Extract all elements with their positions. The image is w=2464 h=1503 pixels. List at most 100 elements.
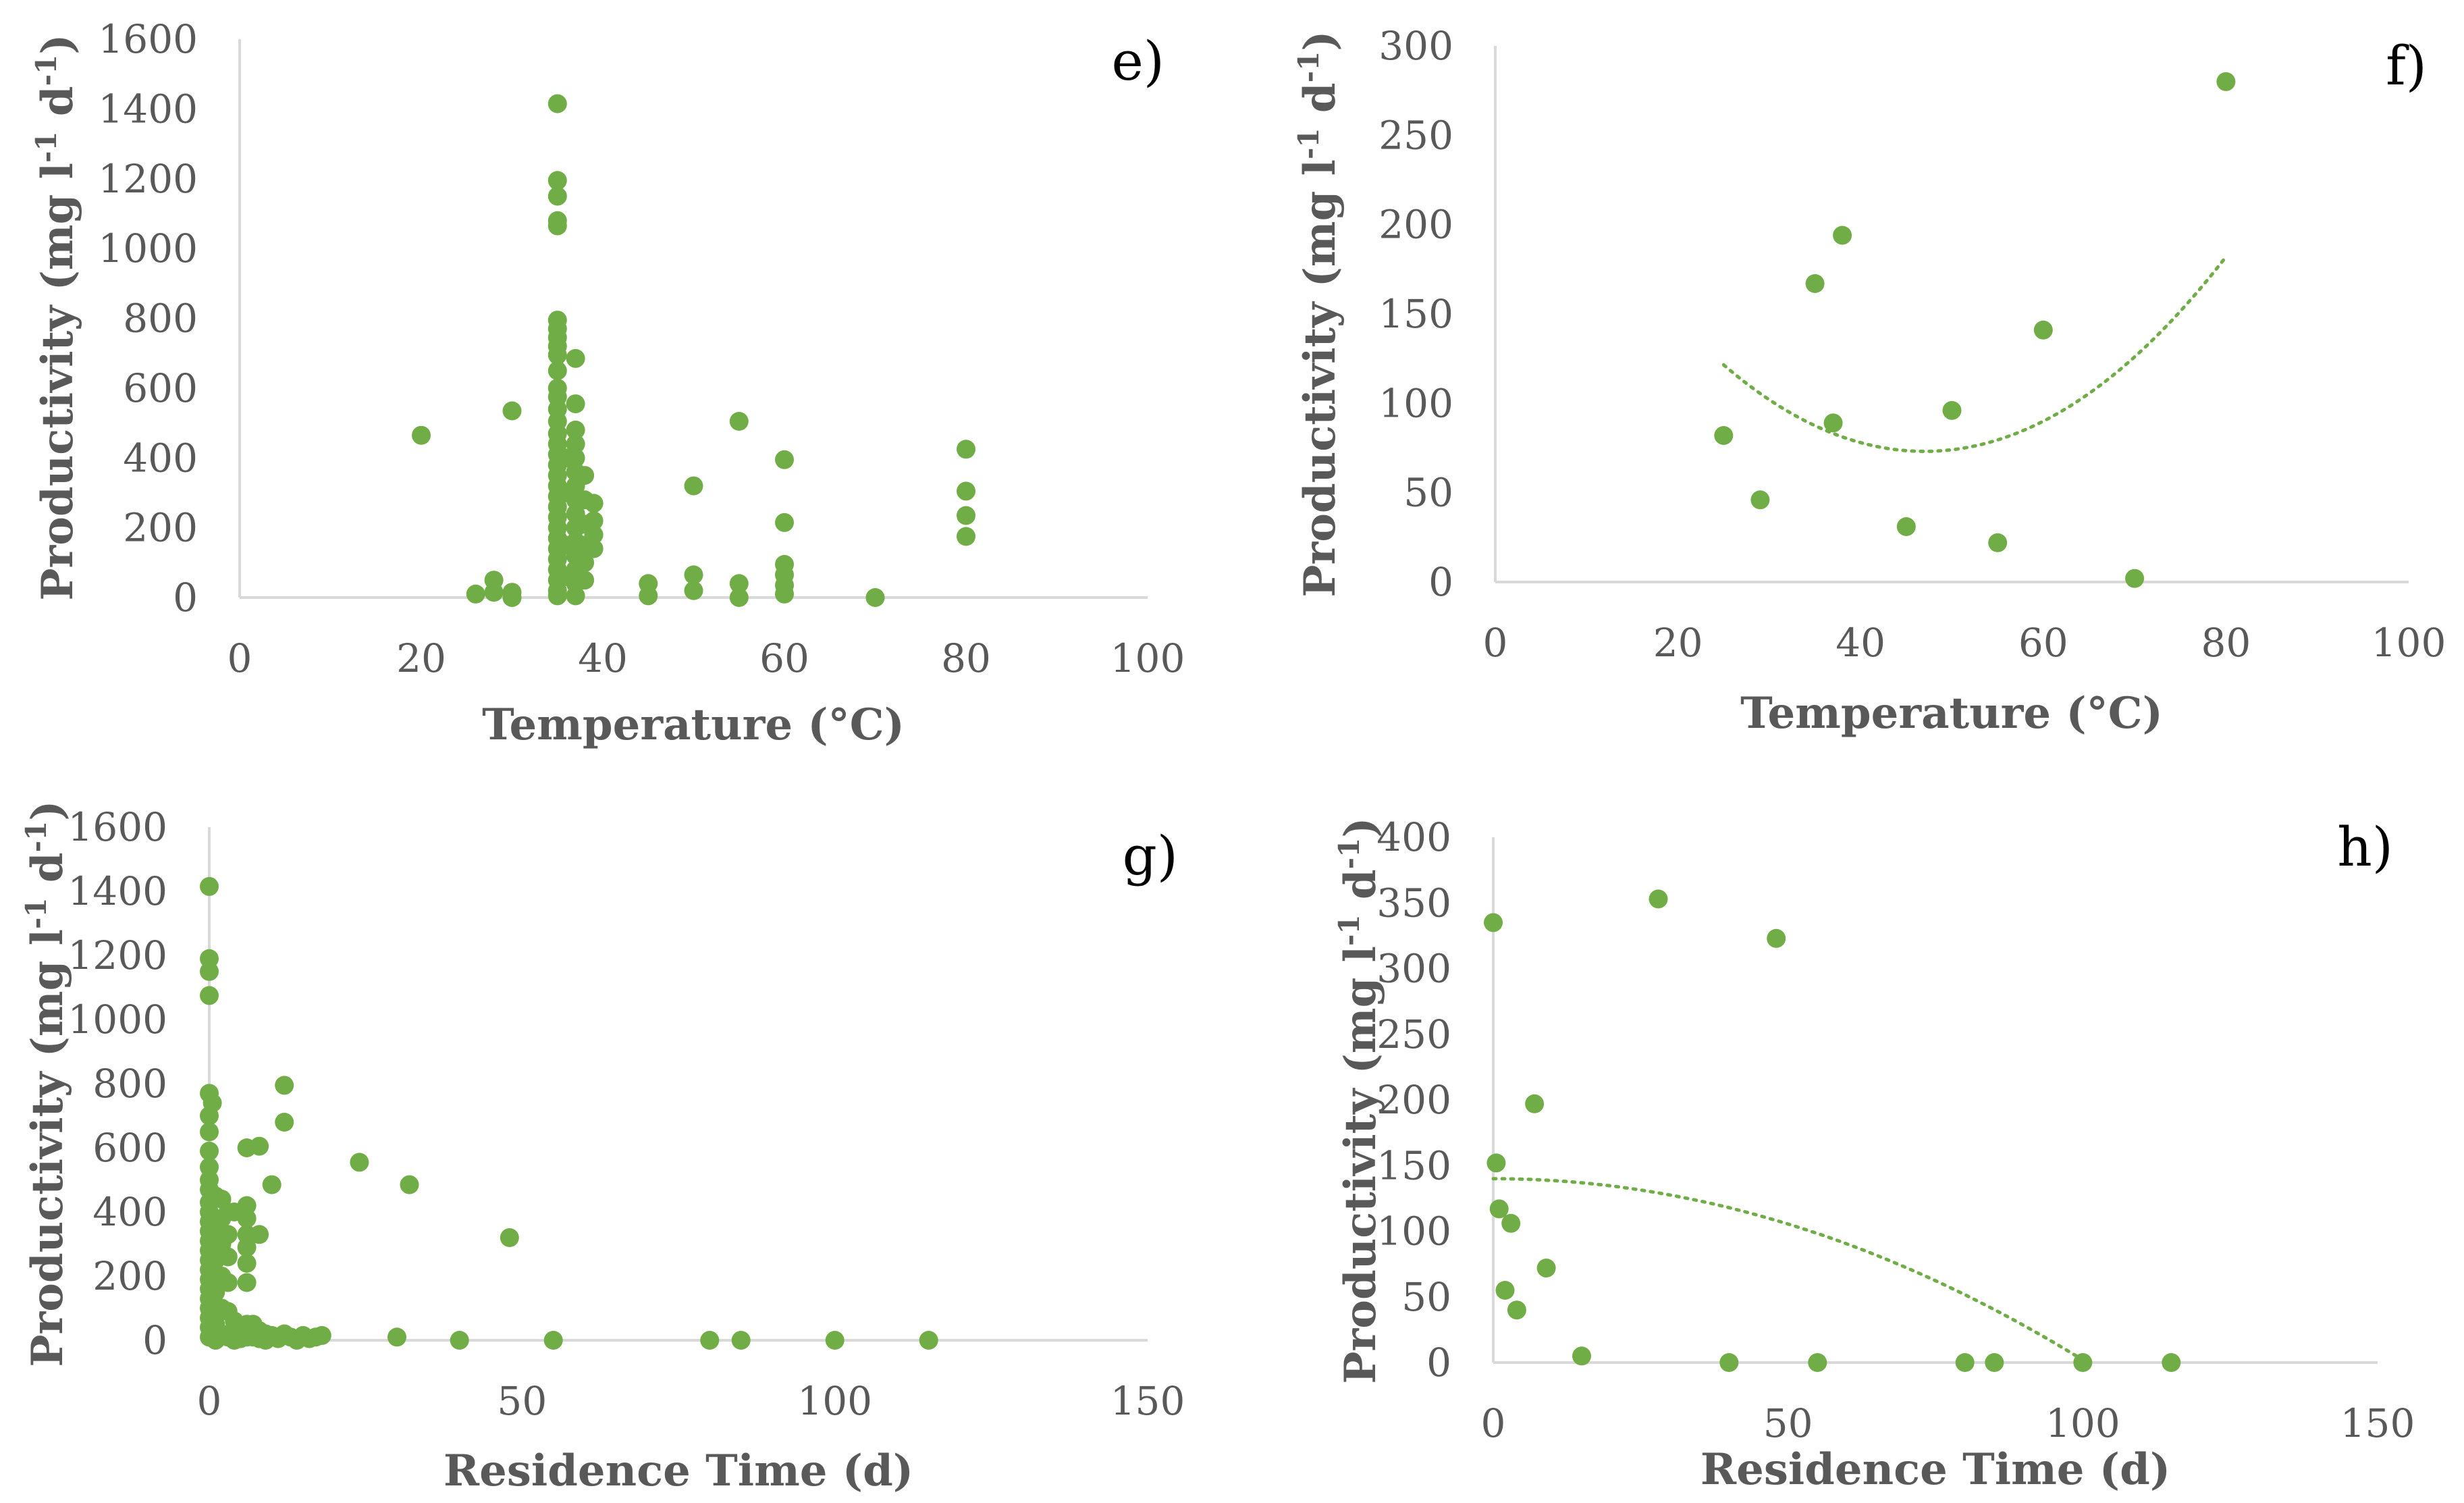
data-point (775, 512, 794, 532)
trendline (1491, 1177, 2085, 1362)
y-tick-label: 200 (1376, 1077, 1451, 1123)
y-axis-title-superscript: -1 (1333, 838, 1366, 870)
y-axis-title-part: ) (32, 34, 83, 54)
panel-label: g) (1123, 824, 1178, 887)
x-tick-label: 60 (759, 635, 809, 681)
data-point (1501, 1213, 1521, 1233)
y-tick-label: 800 (123, 296, 198, 342)
data-point (584, 539, 604, 558)
data-point (200, 1106, 219, 1126)
data-point (1525, 1094, 1545, 1113)
data-point (566, 434, 585, 454)
data-point (2033, 320, 2053, 340)
x-tick-label: 100 (2045, 1400, 2120, 1446)
data-point (566, 420, 585, 440)
trendline (1721, 255, 2228, 454)
data-point (400, 1175, 419, 1194)
data-point (237, 1238, 257, 1257)
data-point (566, 448, 585, 468)
data-point (218, 1247, 238, 1267)
data-point (566, 348, 585, 368)
y-axis-title-superscript: -1 (1292, 51, 1325, 83)
y-tick-label: 0 (173, 575, 198, 621)
data-point (547, 171, 567, 190)
data-point (566, 586, 585, 606)
y-tick-label: 250 (1378, 112, 1453, 158)
x-tick-label: 50 (1763, 1400, 1813, 1446)
y-tick-label: 1400 (68, 868, 167, 914)
data-point (957, 527, 975, 546)
y-tick-label: 800 (92, 1061, 167, 1107)
data-point (1649, 889, 1668, 909)
y-tick-label: 350 (1376, 880, 1451, 926)
x-tick-label: 20 (396, 635, 446, 681)
data-point (200, 1141, 219, 1161)
data-point (575, 571, 595, 590)
data-point (1714, 426, 1734, 445)
y-tick-label: 0 (1428, 559, 1453, 605)
y-axis-title-part: Productivity (mg l (1335, 946, 1386, 1384)
data-point (575, 466, 595, 485)
data-point (262, 1175, 282, 1194)
y-tick-label: 400 (92, 1189, 167, 1235)
data-point (218, 1225, 238, 1244)
data-point (466, 584, 485, 604)
y-axis-title-superscript: -1 (1292, 128, 1325, 159)
data-point (312, 1325, 331, 1345)
data-point (731, 1331, 751, 1350)
data-point (584, 525, 604, 544)
y-axis-title-superscript: -1 (20, 897, 53, 929)
y-axis-title-superscript: -1 (30, 55, 63, 86)
x-tick-label: 0 (1483, 620, 1508, 666)
data-point (684, 476, 703, 496)
data-point (275, 1076, 294, 1095)
y-axis-title-part: ) (22, 800, 73, 820)
y-tick-label: 200 (92, 1253, 167, 1299)
x-tick-label: 150 (1110, 1378, 1185, 1424)
data-point (543, 1331, 563, 1350)
y-tick-label: 100 (1376, 1209, 1451, 1255)
y-axis-title-part: ) (1335, 817, 1386, 837)
data-point (1805, 274, 1825, 293)
x-tick-label: 80 (941, 635, 991, 681)
data-point (575, 553, 595, 573)
data-point (1507, 1300, 1526, 1320)
y-axis-title-superscript: -1 (30, 131, 63, 163)
data-point (957, 440, 975, 459)
data-point (200, 986, 219, 1005)
data-point (250, 1136, 269, 1156)
data-point (1489, 1199, 1509, 1219)
x-tick-label: 40 (1836, 620, 1885, 666)
data-point (350, 1153, 369, 1172)
data-point (1572, 1346, 1591, 1366)
data-point (218, 1273, 238, 1292)
y-tick-label: 50 (1403, 470, 1453, 516)
y-axis-title: Productivity (mg l-1 d-1) (1292, 30, 1346, 597)
y-tick-label: 150 (1376, 1142, 1451, 1188)
y-axis-title: Productivity (mg l-1 d-1) (20, 800, 74, 1367)
data-point (1988, 533, 2008, 552)
data-point (484, 583, 504, 602)
y-axis-title-part: d (1335, 869, 1386, 914)
x-tick-label: 20 (1653, 620, 1703, 666)
data-point (729, 412, 749, 431)
data-point (200, 1122, 219, 1142)
y-axis-title-part: Productivity (mg l (1295, 159, 1345, 598)
y-tick-label: 400 (123, 435, 198, 481)
data-point (775, 450, 794, 469)
chart-g: 0 200 400 600 800 1000 1200 1400 1600 0 50 100 150 Re… (20, 800, 1185, 1496)
chart-e: 0 200 400 600 800 1000 1200 1400 1600 0 20 40 60 80 10… (30, 16, 1185, 750)
data-point (957, 481, 975, 501)
data-point (1536, 1259, 1556, 1277)
data-point (200, 961, 219, 981)
y-tick-label: 1000 (98, 226, 198, 271)
data-point (1942, 400, 1962, 420)
y-axis-title-part: d (32, 86, 83, 131)
panel-label: e) (1111, 30, 1164, 93)
y-tick-label: 1000 (68, 997, 167, 1043)
data-point (1767, 928, 1786, 948)
data-point (412, 425, 431, 445)
data-point (502, 401, 522, 421)
panel-label: h) (2337, 816, 2393, 878)
data-point (450, 1331, 469, 1350)
